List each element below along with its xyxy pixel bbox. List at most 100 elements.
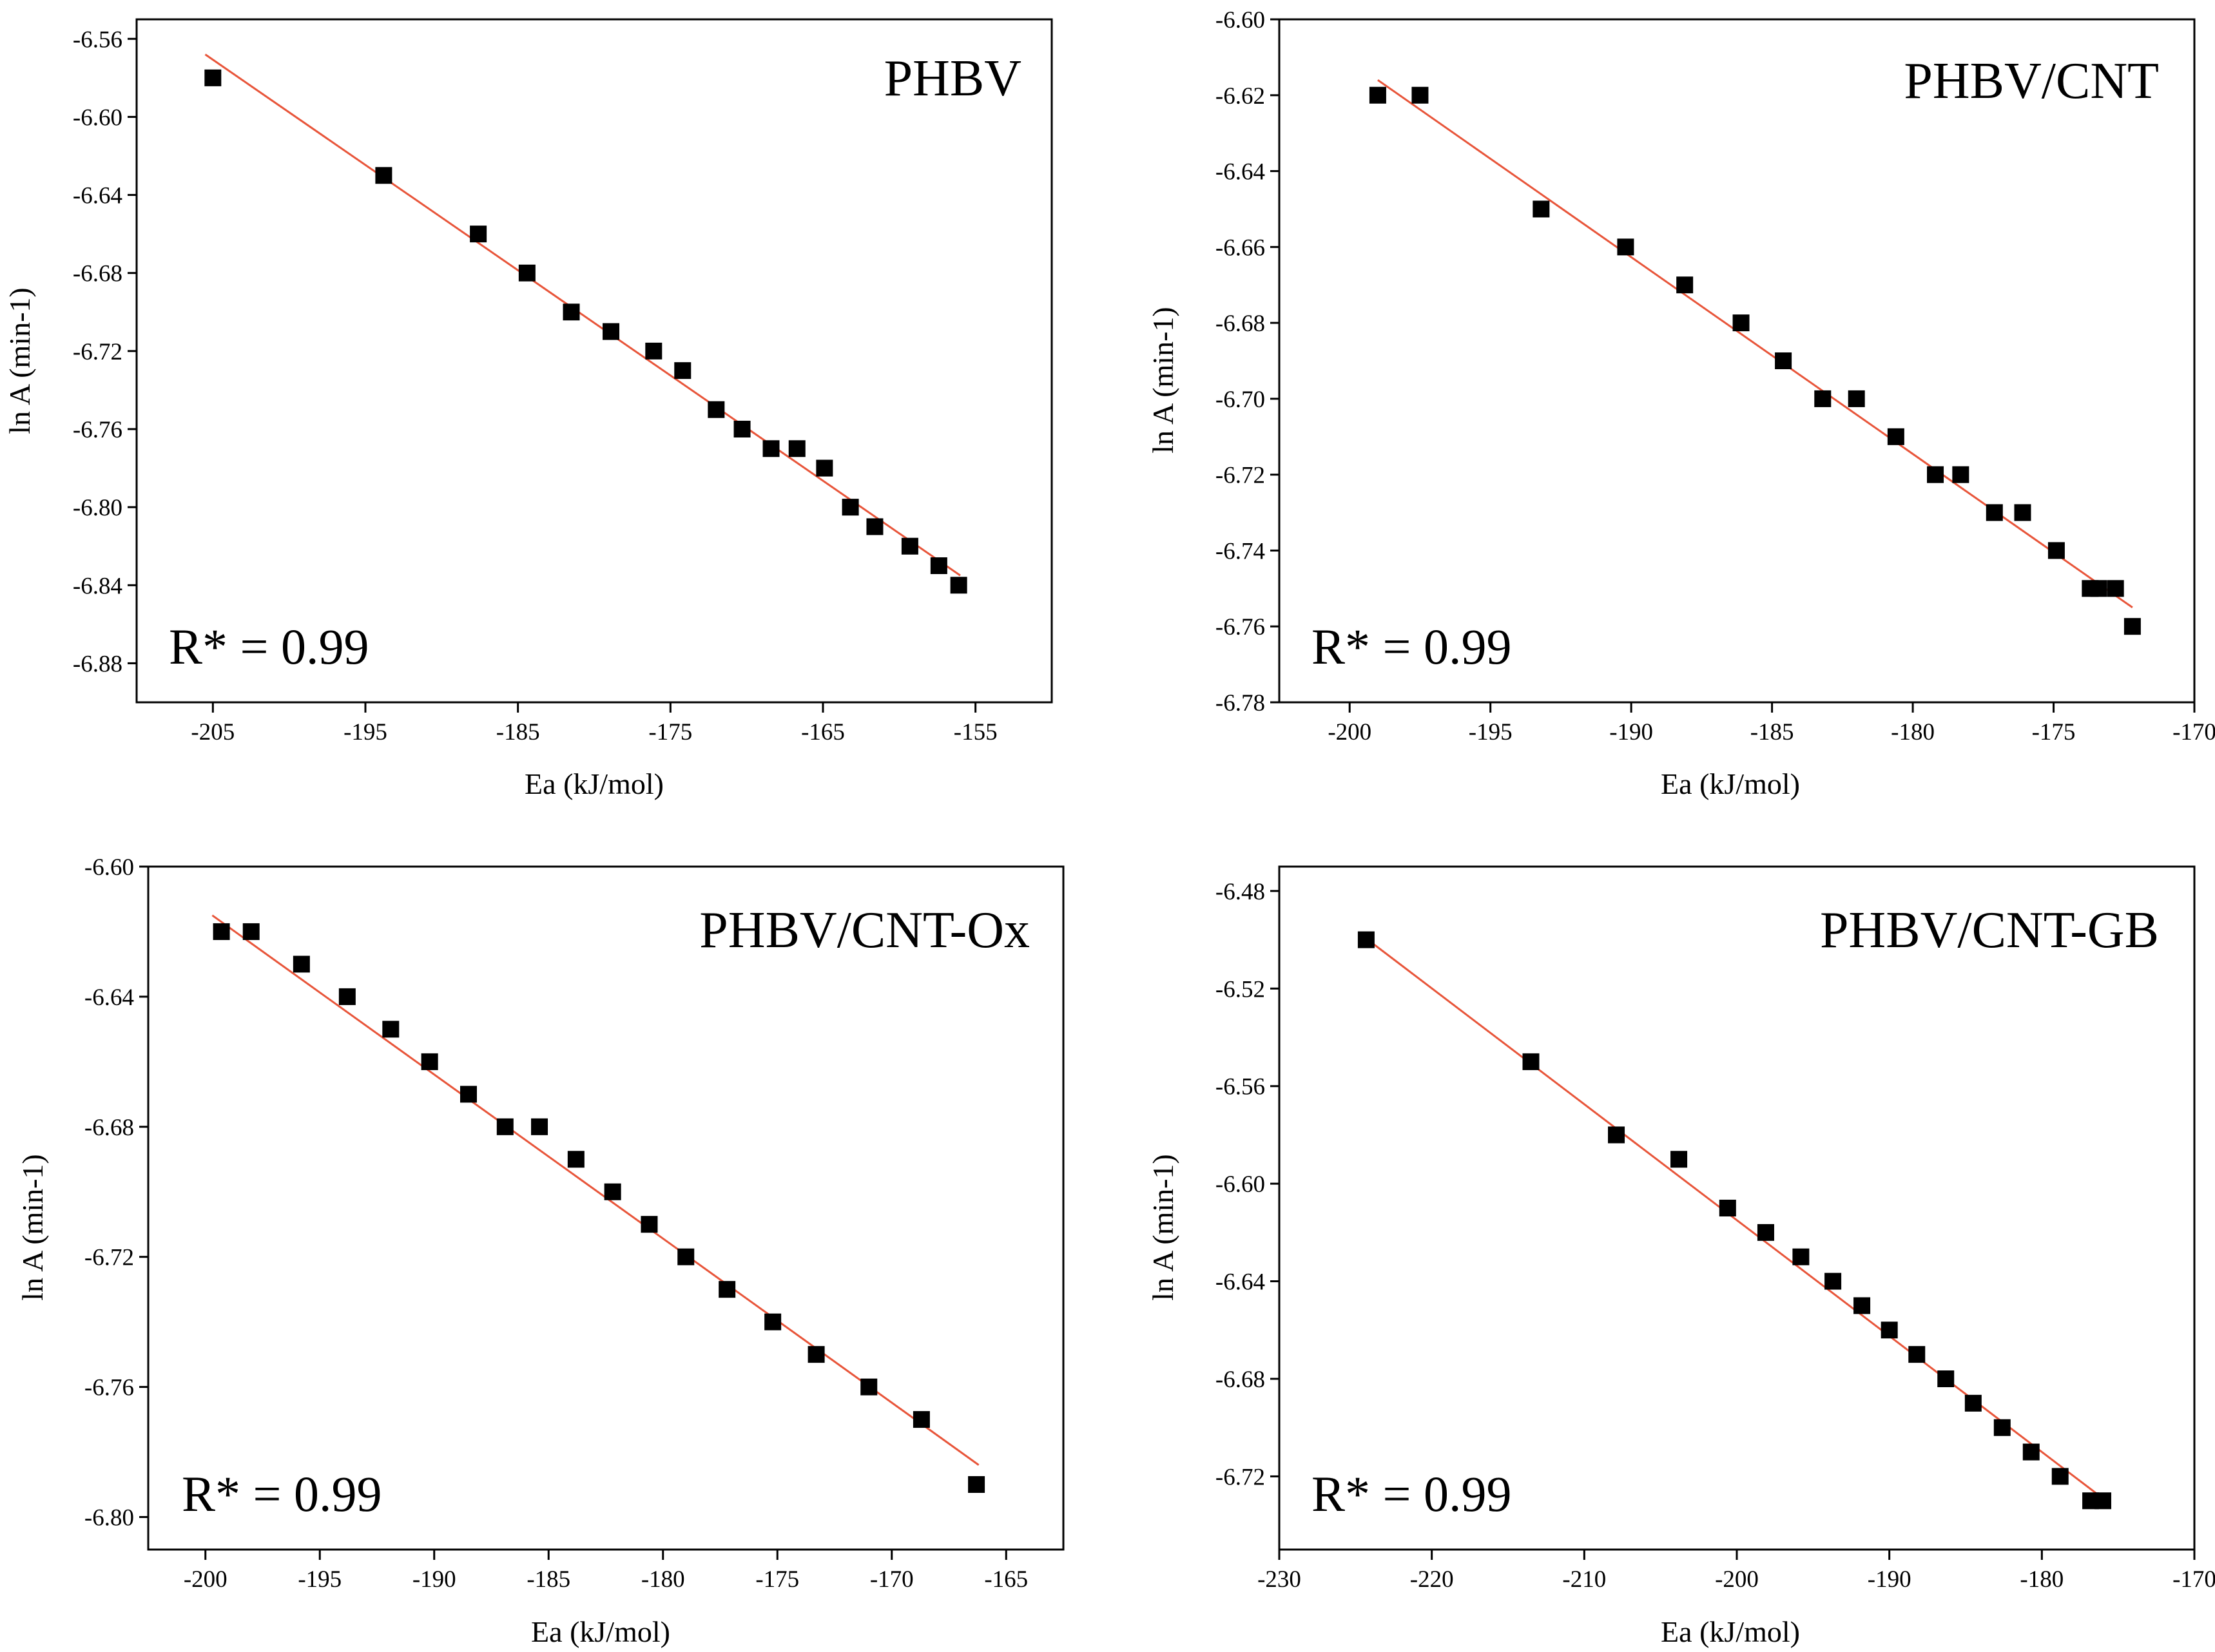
x-tick-label: -195 xyxy=(343,719,387,745)
data-point xyxy=(860,1378,878,1396)
data-point xyxy=(674,362,692,379)
x-tick-label: -195 xyxy=(298,1566,342,1593)
data-point xyxy=(1732,314,1750,332)
x-tick-label: -205 xyxy=(191,719,235,745)
data-point xyxy=(950,577,967,594)
x-tick-label: -165 xyxy=(984,1566,1028,1593)
data-point xyxy=(1824,1273,1842,1290)
r-squared-annotation: R* = 0.99 xyxy=(182,1466,382,1522)
data-point xyxy=(1792,1248,1810,1265)
data-point xyxy=(968,1476,985,1494)
y-tick-label: -6.56 xyxy=(1215,1074,1265,1100)
data-point xyxy=(204,69,222,86)
panel-phbv: -6.56 -6.60 -6.64 -6.68 -6.72 -6.76 -6.80 -6.84… xyxy=(3,18,1053,800)
y-tick-label: -6.64 xyxy=(1215,1269,1265,1296)
x-tick-label: -175 xyxy=(755,1566,799,1593)
plot-frame xyxy=(147,865,1065,1551)
y-tick-label: -6.72 xyxy=(1215,1464,1265,1490)
data-point xyxy=(866,518,884,535)
y-axis-label: ln A (min-1) xyxy=(16,1154,49,1300)
data-point xyxy=(604,1183,621,1200)
plot-frame xyxy=(1278,18,2196,704)
data-point xyxy=(1853,1297,1871,1314)
data-point xyxy=(930,557,947,574)
x-tick-label: -200 xyxy=(1328,719,1371,745)
data-point xyxy=(2014,504,2031,521)
data-point xyxy=(1848,390,1865,407)
data-point xyxy=(816,459,833,477)
y-tick-label: -6.76 xyxy=(73,417,122,443)
panel-title: PHBV/CNT xyxy=(1904,53,2159,110)
data-point xyxy=(460,1086,477,1103)
data-point xyxy=(1927,466,1944,483)
y-axis-ticks: -6.60 -6.62 -6.64 -6.66 -6.68 -6.70 -6.72 -6.74… xyxy=(1215,7,1279,716)
x-axis-ticks: -230 -220 -210 -200 -190 -180 -170 xyxy=(1257,1550,2215,1593)
x-axis-label: Ea (kJ/mol) xyxy=(1661,1615,1800,1648)
x-tick-label: -200 xyxy=(184,1566,227,1593)
x-tick-label: -170 xyxy=(870,1566,914,1593)
panel-phbv-cnt: -6.60 -6.62 -6.64 -6.66 -6.68 -6.70 -6.72 -6.74… xyxy=(1146,7,2215,800)
data-point xyxy=(788,440,806,457)
y-tick-label: -6.62 xyxy=(1215,83,1265,110)
data-point xyxy=(1369,86,1386,104)
fit-line xyxy=(204,53,961,577)
data-point xyxy=(764,1313,782,1330)
data-point xyxy=(645,342,663,360)
data-point xyxy=(1964,1394,1982,1412)
x-axis-ticks: -205 -195 -185 -175 -165 -155 xyxy=(191,702,998,745)
x-tick-label: -155 xyxy=(954,719,998,745)
r-squared-annotation: R* = 0.99 xyxy=(169,619,369,675)
y-tick-label: -6.88 xyxy=(73,651,122,677)
y-tick-label: -6.68 xyxy=(73,261,122,287)
r-squared-annotation: R* = 0.99 xyxy=(1311,1466,1512,1522)
data-point xyxy=(563,303,580,321)
data-point xyxy=(338,988,356,1005)
y-tick-label: -6.60 xyxy=(84,854,134,881)
data-point xyxy=(1937,1370,1955,1387)
data-point xyxy=(470,226,487,243)
y-tick-label: -6.74 xyxy=(1215,538,1265,564)
x-tick-label: -200 xyxy=(1715,1566,1759,1593)
data-point xyxy=(1676,276,1694,294)
data-markers xyxy=(1369,86,2141,635)
data-point xyxy=(1881,1321,1898,1339)
r-squared-annotation: R* = 0.99 xyxy=(1311,619,1512,675)
y-tick-label: -6.48 xyxy=(1215,879,1265,905)
data-markers xyxy=(213,923,985,1494)
data-point xyxy=(1411,86,1429,104)
x-tick-label: -170 xyxy=(2172,719,2215,745)
data-point xyxy=(421,1053,438,1070)
y-tick-label: -6.84 xyxy=(73,573,122,599)
data-point xyxy=(901,537,918,555)
y-axis-ticks: -6.60 -6.64 -6.68 -6.72 -6.76 -6.80 xyxy=(84,854,148,1532)
x-axis-label: Ea (kJ/mol) xyxy=(531,1615,670,1648)
data-point xyxy=(708,401,725,418)
data-point xyxy=(213,923,230,940)
y-tick-label: -6.76 xyxy=(1215,614,1265,640)
y-tick-label: -6.80 xyxy=(84,1505,134,1532)
y-tick-label: -6.66 xyxy=(1215,235,1265,261)
y-axis-ticks: -6.56 -6.60 -6.64 -6.68 -6.72 -6.76 -6.80 -6.84… xyxy=(73,26,137,677)
data-point xyxy=(567,1151,585,1168)
x-axis-ticks: -200 -195 -190 -185 -180 -175 -170 -165 xyxy=(184,1550,1028,1593)
data-markers xyxy=(1357,931,2111,1510)
data-point xyxy=(1357,931,1375,948)
data-point xyxy=(2051,1468,2069,1485)
y-tick-label: -6.56 xyxy=(73,26,122,53)
data-point xyxy=(733,421,751,437)
x-axis-ticks: -200 -195 -190 -185 -180 -175 -170 xyxy=(1328,702,2215,745)
y-tick-label: -6.76 xyxy=(84,1375,134,1401)
fit-line xyxy=(1364,936,2104,1499)
data-point xyxy=(382,1021,400,1038)
x-axis-label: Ea (kJ/mol) xyxy=(1661,767,1800,800)
y-tick-label: -6.64 xyxy=(1215,159,1265,186)
data-point xyxy=(518,264,536,282)
y-tick-label: -6.60 xyxy=(1215,1171,1265,1198)
data-point xyxy=(2123,618,2141,635)
data-point xyxy=(2047,542,2065,559)
x-tick-label: -175 xyxy=(2032,719,2076,745)
panel-phbv-cnt-ox: -6.60-6.64-6.68-6.72-6.76-6.80 -200 -195-… xyxy=(16,854,1065,1648)
y-tick-label: -6.78 xyxy=(1215,690,1265,716)
x-tick-label: -170 xyxy=(2172,1566,2215,1593)
